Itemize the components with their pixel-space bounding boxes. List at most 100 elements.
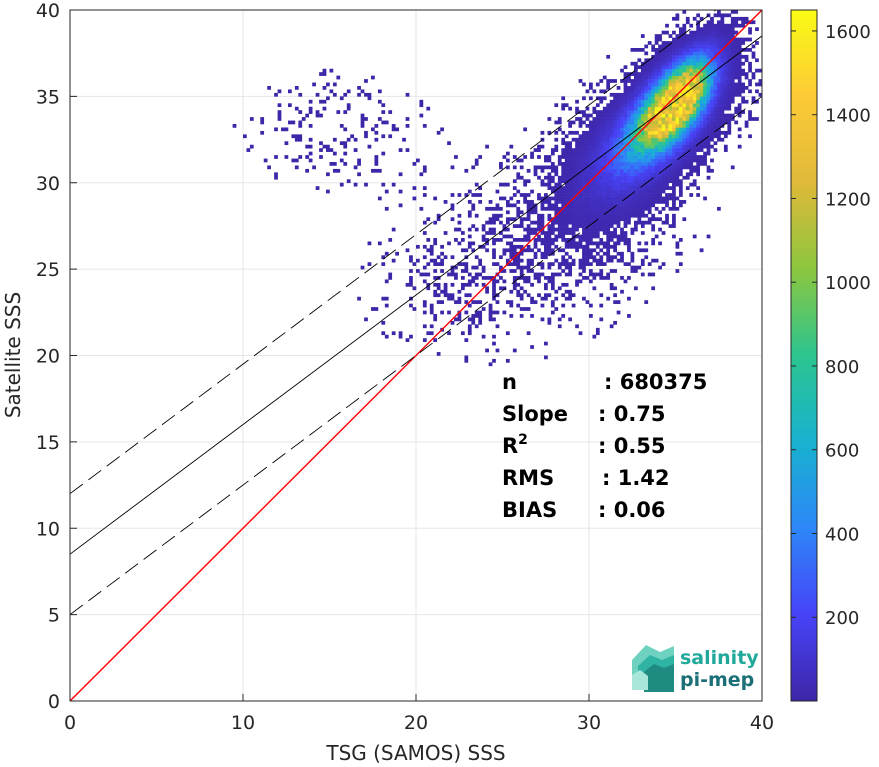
density-cell [748,37,752,42]
density-cell [633,68,638,73]
density-cell [547,158,552,163]
density-cell [554,172,559,177]
density-cell [516,189,521,194]
density-cell [492,206,496,211]
density-cell [450,193,455,197]
density-cell [723,23,728,28]
density-cell [578,193,583,197]
density-cell [568,262,572,266]
density-cell [689,155,694,159]
density-cell [665,96,669,101]
density-cell [682,27,687,32]
density-cell [630,141,635,146]
density-cell [710,103,714,108]
density-cell [640,99,645,104]
density-cell [481,276,486,280]
density-cell [675,13,680,18]
density-cell [609,155,614,159]
density-cell [699,61,704,66]
density-cell [499,182,503,187]
density-cell [595,272,600,277]
density-cell [696,193,701,197]
y-axis-title: Satellite SSS [1,292,25,418]
density-cell [523,200,528,204]
density-cell [495,293,500,298]
density-cell [651,241,656,246]
density-cell [668,144,673,149]
density-cell [481,265,486,270]
density-cell [651,134,656,139]
density-cell [717,61,721,66]
density-cell [720,75,725,80]
density-cell [730,165,735,170]
density-cell [737,86,742,90]
density-cell [737,82,742,87]
density-cell [516,303,521,308]
density-cell [627,189,631,194]
density-cell [568,265,572,270]
density-cell [640,158,645,163]
density-cell [571,200,576,204]
density-cell [377,89,382,94]
density-cell [613,158,617,163]
density-cell [585,124,590,128]
density-cell [685,141,690,146]
density-cell [585,130,590,135]
density-cell [599,141,604,146]
density-cell [758,79,762,83]
density-cell [672,151,676,156]
density-cell [748,79,752,83]
density-cell [723,34,728,38]
density-cell [665,158,669,163]
density-cell [571,203,576,208]
density-cell [578,79,583,83]
density-cell [578,179,583,184]
density-cell [381,120,386,125]
density-cell [720,96,725,101]
density-cell [537,196,541,201]
density-cell [661,75,666,80]
density-cell [540,296,545,301]
density-cell [613,255,617,260]
density-cell [727,27,732,32]
density-cell [654,206,659,211]
density-cell [706,30,711,35]
density-cell [592,106,597,111]
density-cell [675,179,680,184]
density-cell [658,179,662,184]
density-cell [678,162,683,166]
density-cell [727,23,732,28]
density-cell [665,72,669,76]
density-cell [633,144,638,149]
density-cell [682,200,687,204]
density-cell [616,213,621,218]
density-cell [613,179,617,184]
density-cell [578,196,583,201]
density-cell [512,269,517,273]
density-cell [294,134,299,139]
density-cell [689,110,694,114]
density-cell [637,206,642,211]
density-cell [720,65,725,70]
density-cell [595,148,600,152]
density-cell [713,65,718,70]
density-cell [717,75,721,80]
density-cell [512,186,517,190]
density-cell [589,148,593,152]
density-cell [561,303,566,308]
density-cell [699,48,704,52]
density-cell [526,262,531,266]
density-cell [592,148,597,152]
density-cell [322,72,327,76]
density-cell [685,110,690,114]
density-cell [651,238,656,242]
density-cell [409,255,413,260]
density-cell [426,286,431,291]
density-cell [661,58,666,63]
density-cell [561,200,566,204]
density-cell [609,134,614,139]
density-cell [578,186,583,190]
density-cell [516,289,521,294]
density-cell [692,68,697,73]
density-cell [571,179,576,184]
